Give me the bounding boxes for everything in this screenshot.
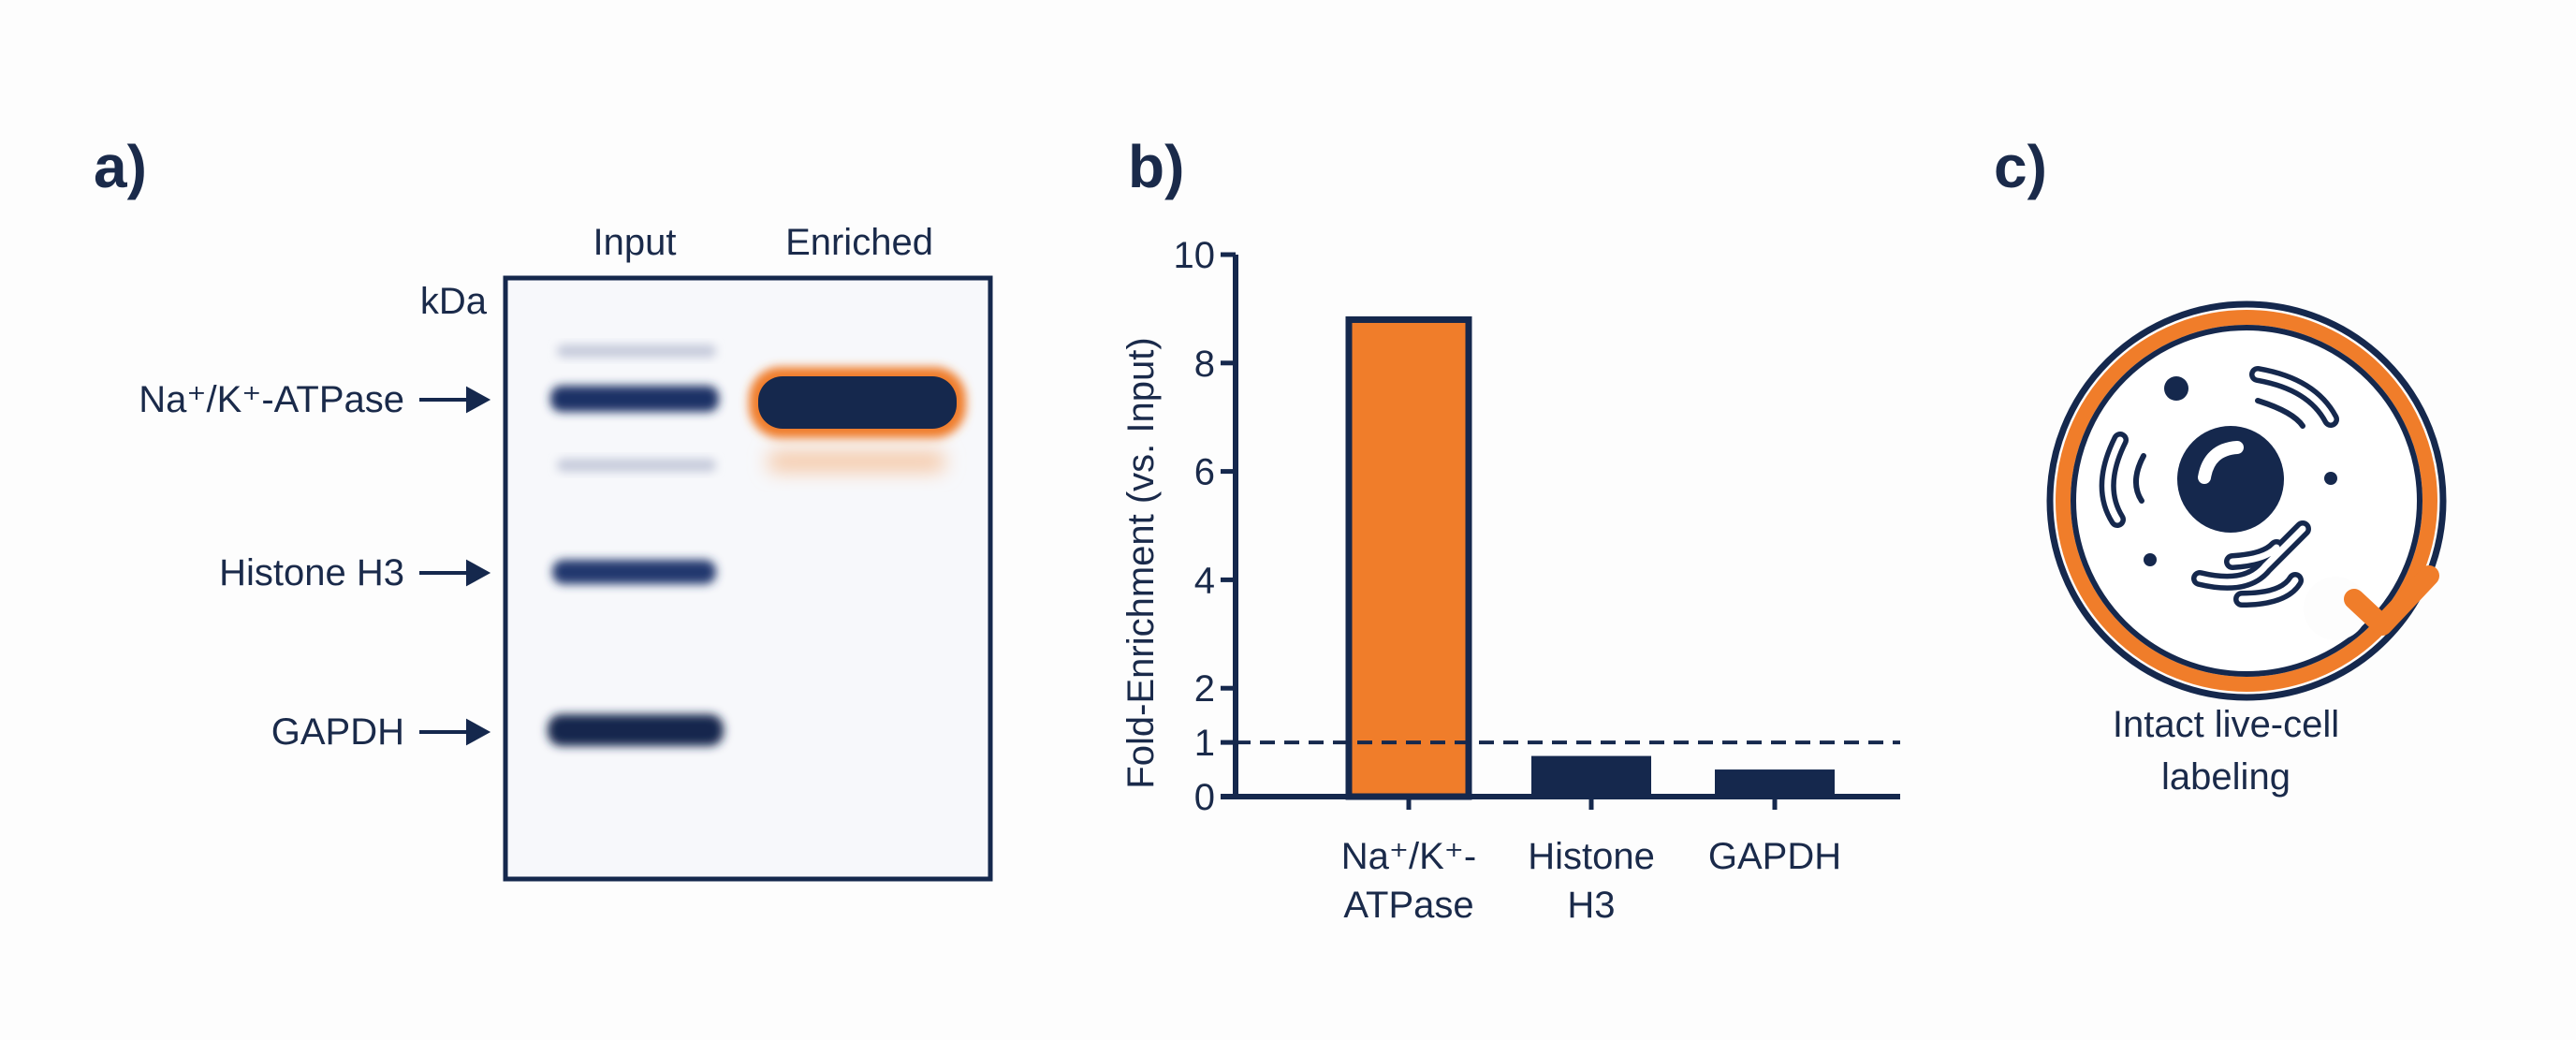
faint-band <box>557 344 716 358</box>
lane-label-input: Input <box>593 222 677 263</box>
x-tick-label: Na⁺/K⁺- <box>1341 836 1476 877</box>
y-tick-label: 2 <box>1194 668 1215 710</box>
band-input-histone <box>552 560 716 584</box>
bar-0 <box>1345 315 1472 800</box>
bar-2 <box>1715 769 1835 797</box>
x-tick-label: Histone <box>1528 836 1655 877</box>
nucleus <box>2177 426 2284 533</box>
panel-a-label: a) <box>94 133 147 200</box>
checkmark-icon <box>2344 565 2439 636</box>
x-tick-label: ATPase <box>1343 885 1473 926</box>
x-tick-label: GAPDH <box>1708 836 1841 877</box>
band-input-gapdh <box>548 714 724 746</box>
faint-band <box>557 459 716 472</box>
arrow-icons <box>419 386 491 746</box>
kda-label: kDa <box>420 281 488 322</box>
band-enriched-atpase <box>758 376 957 429</box>
y-tick-label: 1 <box>1194 723 1215 764</box>
faint-band <box>768 451 945 472</box>
x-tick-label: H3 <box>1567 885 1615 926</box>
marker-atpase: Na⁺/K⁺-ATPase <box>139 379 404 420</box>
bar-chart: Na⁺/K⁺- ATPase Histone H3 GAPDH 0 1 2 4 6 8 10 Fold-… <box>1120 235 1900 926</box>
y-axis-label: Fold-Enrichment (vs. Input) <box>1120 337 1162 788</box>
bar-1 <box>1531 755 1651 797</box>
marker-gapdh: GAPDH <box>271 711 404 753</box>
panel-c-label: c) <box>1994 133 2047 200</box>
caption-line-1: Intact live-cell <box>2113 704 2339 745</box>
caption-line-2: labeling <box>2161 756 2291 798</box>
western-blot <box>503 275 993 882</box>
panel-b-label: b) <box>1128 133 1184 200</box>
y-tick-label: 4 <box>1194 560 1215 601</box>
y-tick-label: 10 <box>1174 235 1216 276</box>
lane-label-enriched: Enriched <box>785 222 933 263</box>
y-tick-label: 0 <box>1194 777 1215 818</box>
band-input-atpase <box>550 386 719 412</box>
marker-histone: Histone H3 <box>219 552 404 593</box>
y-tick-label: 8 <box>1194 344 1215 385</box>
y-tick-label: 6 <box>1194 452 1215 493</box>
cell-with-checkmark-icon <box>2046 300 2447 701</box>
marker-labels: Na⁺/K⁺-ATPase Histone H3 GAPDH <box>139 379 491 753</box>
